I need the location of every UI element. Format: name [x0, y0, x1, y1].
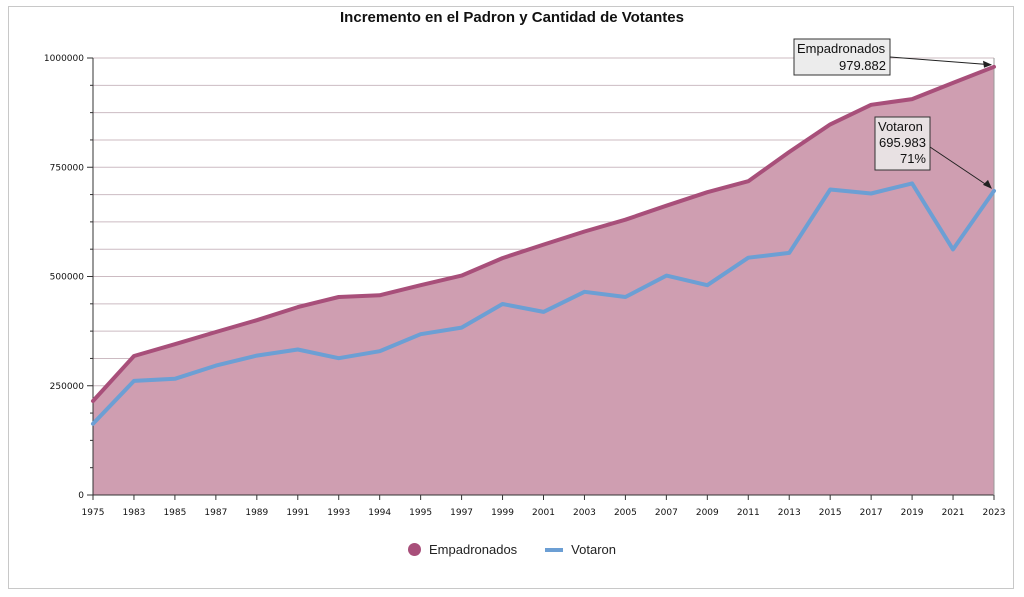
tick-labels: 0 250000 500000 750000 1000000 1975 1983 1985 19… — [44, 54, 1006, 518]
x-tick-label: 1994 — [368, 508, 391, 518]
annotation-arrow-votaron — [929, 146, 992, 189]
y-tick-label: 0 — [78, 491, 84, 501]
y-tick-label: 500000 — [50, 273, 85, 283]
y-tick-label: 250000 — [50, 382, 85, 392]
x-tick-label: 2019 — [901, 508, 924, 518]
annotation-text-votaron: 695.983 — [879, 135, 926, 150]
legend-label-votaron: Votaron — [571, 542, 616, 557]
chart-title: Incremento en el Padron y Cantidad de Vo… — [340, 9, 684, 26]
x-tick-label: 2013 — [778, 508, 801, 518]
legend-swatch-votaron — [545, 547, 564, 552]
area-layer — [93, 66, 994, 496]
x-tick-label: 1989 — [245, 508, 268, 518]
legend-label-empadronados: Empadronados — [429, 542, 518, 557]
legend-swatch-empadronados — [408, 543, 421, 556]
x-tick-label: 1985 — [163, 508, 186, 518]
annotation-arrowhead-empadronados — [983, 60, 992, 68]
x-tick-label: 2005 — [614, 508, 637, 518]
annotation-text-votaron: 71% — [900, 151, 926, 166]
x-tick-label: 2001 — [532, 508, 555, 518]
x-tick-label: 1993 — [327, 508, 350, 518]
area-empadronados — [93, 66, 994, 496]
x-tick-label: 2007 — [655, 508, 678, 518]
x-tick-label: 2015 — [819, 508, 842, 518]
x-tick-label: 2017 — [860, 508, 883, 518]
annotation-text-empadronados-label: Empadronados — [797, 41, 886, 56]
annotation-text-empadronados-value: 979.882 — [839, 58, 886, 73]
legend-item-votaron[interactable]: Votaron — [545, 542, 616, 557]
y-tick-label: 750000 — [50, 163, 85, 173]
x-tick-label: 1999 — [491, 508, 514, 518]
x-tick-label: 2009 — [696, 508, 719, 518]
annotation-arrowhead-votaron — [983, 179, 992, 189]
x-tick-label: 1991 — [286, 508, 309, 518]
legend-item-empadronados[interactable]: Empadronados — [408, 542, 517, 557]
x-tick-label: 1983 — [123, 508, 146, 518]
legend: Empadronados Votaron — [0, 542, 1024, 557]
line-votaron — [91, 181, 996, 426]
x-tick-label: 1997 — [450, 508, 473, 518]
x-tick-label: 1975 — [82, 508, 105, 518]
annotation-box-empadronados — [793, 38, 891, 76]
y-tick-label: 1000000 — [44, 54, 84, 64]
x-tick-label: 2021 — [942, 508, 965, 518]
annotation-text-votaron: Votaron — [878, 119, 923, 134]
annotation-box-votaron — [874, 116, 931, 171]
x-tick-label: 1987 — [204, 508, 227, 518]
x-tick-label: 2003 — [573, 508, 596, 518]
x-tick-label: 2011 — [737, 508, 760, 518]
annotation-arrow-empadronados — [889, 56, 992, 66]
series-lines — [91, 64, 996, 426]
line-empadronados — [91, 64, 996, 403]
x-tick-label: 2023 — [983, 508, 1006, 518]
x-tick-label: 1995 — [409, 508, 432, 518]
